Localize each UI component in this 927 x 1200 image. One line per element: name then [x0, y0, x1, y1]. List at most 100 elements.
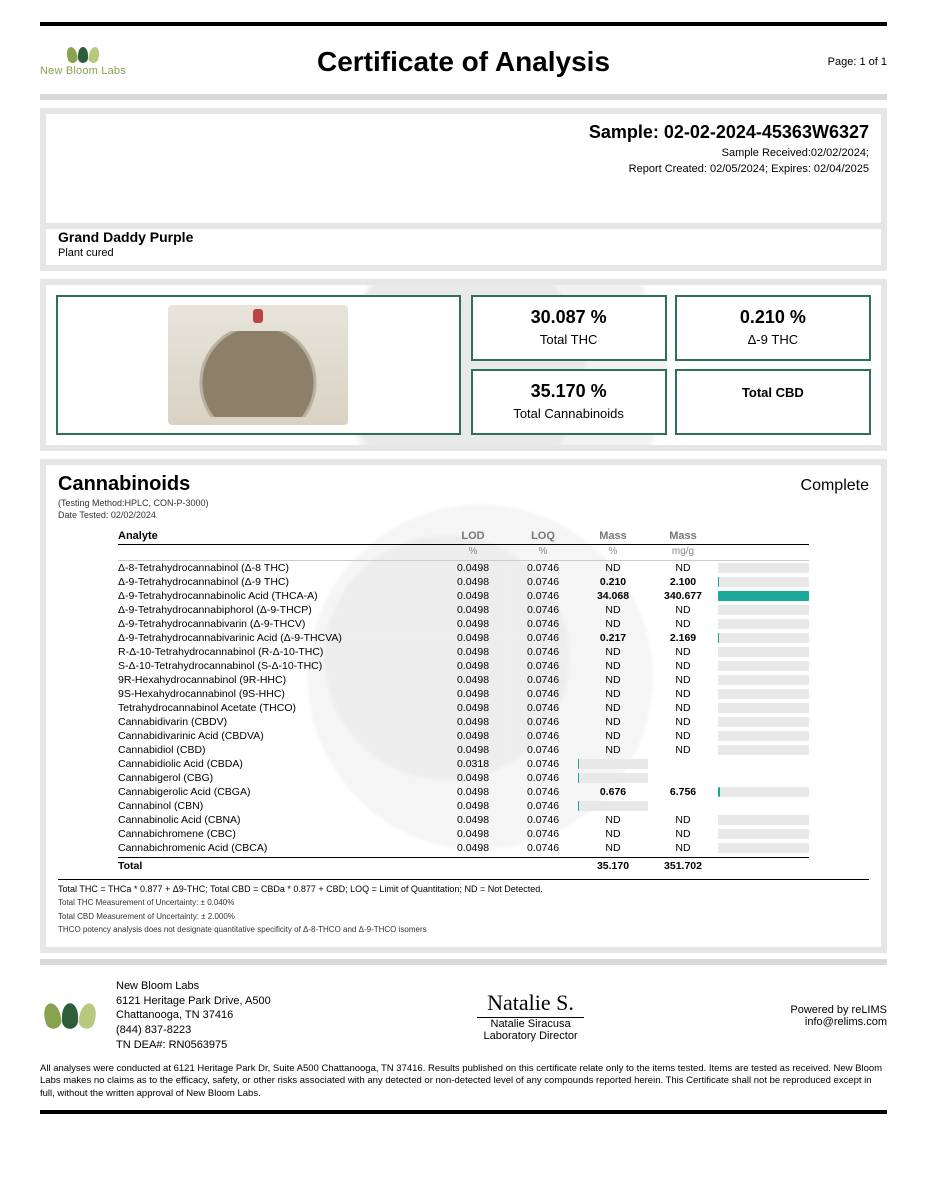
table-row: 9S-Hexahydrocannabinol (9S-HHC)0.04980.0… [118, 687, 809, 701]
footer-addr3: Chattanooga, TN 37416 [116, 1008, 271, 1023]
page-title: Certificate of Analysis [40, 46, 887, 78]
lod-value: 0.0318 [438, 758, 508, 770]
mass-mgg: ND [648, 646, 718, 658]
analyte-name: Δ-9-Tetrahydrocannabinolic Acid (THCA-A) [118, 590, 438, 602]
analyte-name: Δ-9-Tetrahydrocannabivarin (Δ-9-THCV) [118, 618, 438, 630]
mass-mgg: ND [648, 814, 718, 826]
mass-pct: 34.068 [578, 590, 648, 602]
loq-value: 0.0746 [508, 576, 578, 588]
mass-pct: ND [578, 730, 648, 742]
loq-value: 0.0746 [508, 772, 578, 784]
analyte-name: 9S-Hexahydrocannabinol (9S-HHC) [118, 688, 438, 700]
mass-mgg: ND [648, 842, 718, 854]
mass-pct [578, 759, 648, 769]
table-row: Cannabigerolic Acid (CBGA)0.04980.07460.… [118, 785, 809, 799]
col-mass1: Mass [578, 530, 648, 542]
table-row: R-Δ-10-Tetrahydrocannabinol (R-Δ-10-THC)… [118, 645, 809, 659]
thco-note: THCO potency analysis does not designate… [58, 925, 869, 935]
lod-value: 0.0498 [438, 632, 508, 644]
mass-pct [578, 801, 648, 811]
product-name: Grand Daddy Purple [58, 229, 869, 245]
signature-script: Natalie S. [477, 990, 584, 1018]
mass-mgg: ND [648, 744, 718, 756]
footer-dea: TN DEA#: RN0563975 [116, 1038, 271, 1053]
analyte-name: Cannabinolic Acid (CBNA) [118, 814, 438, 826]
table-row: S-Δ-10-Tetrahydrocannabinol (S-Δ-10-THC)… [118, 659, 809, 673]
unit-mass1: % [578, 546, 648, 557]
table-row: Δ-9-Tetrahydrocannabiphorol (Δ-9-THCP)0.… [118, 603, 809, 617]
bar-cell [578, 759, 648, 769]
bar-cell [718, 633, 809, 643]
bar-cell [718, 661, 809, 671]
mass-mgg: 340.677 [648, 590, 718, 602]
metric-value: 0.210 % [681, 307, 865, 328]
mass-mgg: ND [648, 604, 718, 616]
metric-label: Total Cannabinoids [477, 406, 661, 421]
mass-pct: ND [578, 660, 648, 672]
section-method: (Testing Method:HPLC, CON-P-3000) [58, 498, 869, 508]
header: New Bloom Labs Certificate of Analysis P… [40, 36, 887, 88]
bar-cell [718, 787, 809, 797]
mass-mgg: 6.756 [648, 786, 718, 798]
top-rule [40, 22, 887, 26]
loq-value: 0.0746 [508, 632, 578, 644]
lod-value: 0.0498 [438, 800, 508, 812]
table-row: Cannabigerol (CBG)0.04980.0746 [118, 771, 809, 785]
mass-pct: ND [578, 828, 648, 840]
loq-value: 0.0746 [508, 842, 578, 854]
metrics-grid: 30.087 %Total THC0.210 %Δ-9 THC35.170 %T… [471, 295, 872, 435]
sample-header-card: Sample: 02-02-2024-45363W6327 Sample Rec… [40, 108, 887, 229]
analyte-name: Cannabichromenic Acid (CBCA) [118, 842, 438, 854]
lod-value: 0.0498 [438, 716, 508, 728]
footer-addr1: New Bloom Labs [116, 979, 271, 994]
loq-value: 0.0746 [508, 730, 578, 742]
loq-value: 0.0746 [508, 590, 578, 602]
signature-block: Natalie S. Natalie Siracusa Laboratory D… [287, 990, 775, 1042]
table-row: Cannabinolic Acid (CBNA)0.04980.0746NDND [118, 813, 809, 827]
loq-value: 0.0746 [508, 758, 578, 770]
mass-pct: ND [578, 562, 648, 574]
table-row: Δ-9-Tetrahydrocannabinol (Δ-9 THC)0.0498… [118, 575, 809, 589]
uncertainty-cbd: Total CBD Measurement of Uncertainty: ± … [58, 912, 869, 922]
footer-addr2: 6121 Heritage Park Drive, A500 [116, 994, 271, 1009]
footer-phone: (844) 837-8223 [116, 1023, 271, 1038]
table-row: Cannabinol (CBN)0.04980.0746 [118, 799, 809, 813]
analyte-name: Δ-8-Tetrahydrocannabinol (Δ-8 THC) [118, 562, 438, 574]
mass-mgg: ND [648, 688, 718, 700]
lod-value: 0.0498 [438, 786, 508, 798]
loq-value: 0.0746 [508, 814, 578, 826]
bar-cell [718, 689, 809, 699]
mass-mgg: ND [648, 730, 718, 742]
analyte-name: Δ-9-Tetrahydrocannabinol (Δ-9 THC) [118, 576, 438, 588]
mass-pct: ND [578, 646, 648, 658]
footer-divider [40, 959, 887, 965]
analyte-table: Analyte LOD LOQ Mass Mass % % % mg/g Δ-8… [118, 528, 809, 873]
table-row: Δ-9-Tetrahydrocannabivarinic Acid (Δ-9-T… [118, 631, 809, 645]
analyte-name: Δ-9-Tetrahydrocannabivarinic Acid (Δ-9-T… [118, 632, 438, 644]
total-row: Total 35.170 351.702 [118, 857, 809, 873]
section-tested: Date Tested: 02/02/2024 [58, 510, 869, 520]
mass-pct: ND [578, 702, 648, 714]
lod-value: 0.0498 [438, 828, 508, 840]
analyte-name: Tetrahydrocannabinol Acetate (THCO) [118, 702, 438, 714]
table-row: Tetrahydrocannabinol Acetate (THCO)0.049… [118, 701, 809, 715]
loq-value: 0.0746 [508, 660, 578, 672]
powered-by: Powered by reLIMS [790, 1004, 887, 1016]
metric-box: 35.170 %Total Cannabinoids [471, 369, 667, 435]
loq-value: 0.0746 [508, 744, 578, 756]
footer: New Bloom Labs 6121 Heritage Park Drive,… [40, 979, 887, 1053]
mass-mgg: 2.169 [648, 632, 718, 644]
lod-value: 0.0498 [438, 814, 508, 826]
uncertainty-thc: Total THC Measurement of Uncertainty: ± … [58, 898, 869, 908]
lod-value: 0.0498 [438, 604, 508, 616]
mass-pct: ND [578, 674, 648, 686]
mass-mgg [578, 773, 648, 783]
sample-photo-box [56, 295, 461, 435]
signer-title: Laboratory Director [287, 1030, 775, 1042]
sample-received: Sample Received:02/02/2024; [58, 147, 869, 159]
analyte-name: Cannabigerolic Acid (CBGA) [118, 786, 438, 798]
unit-loq: % [508, 546, 578, 557]
mass-pct: ND [578, 814, 648, 826]
bar-cell [718, 577, 809, 587]
loq-value: 0.0746 [508, 716, 578, 728]
